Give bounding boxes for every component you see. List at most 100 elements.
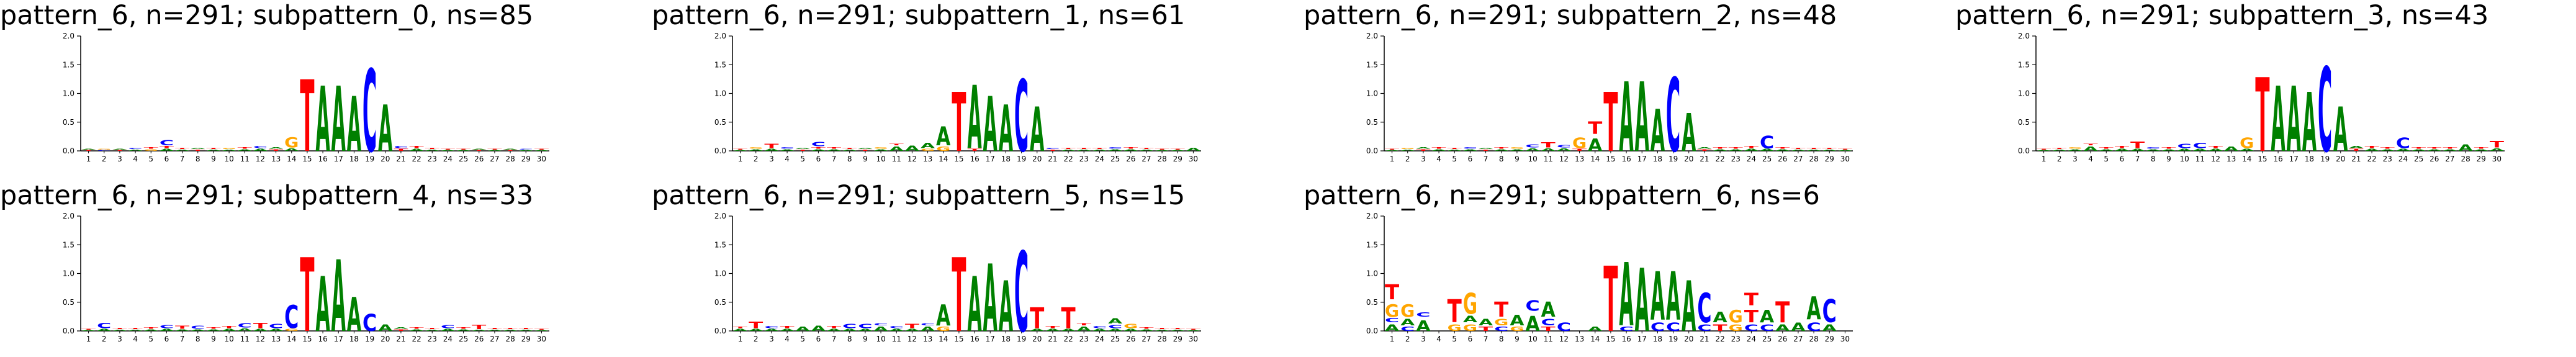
y-tick-label: 2.0 (714, 32, 726, 40)
svg-text:T: T (519, 328, 534, 330)
letter-T-pos-24: T (1744, 289, 1759, 310)
x-tick-label: 4 (133, 155, 138, 163)
svg-text:A: A (796, 148, 811, 150)
letter-A-pos-2: A (1400, 317, 1415, 328)
letter-G-pos-9: G (1510, 147, 1524, 149)
letter-T-pos-5: T (144, 327, 159, 329)
svg-text:C: C (858, 323, 872, 330)
letter-T-pos-11: T (1541, 141, 1556, 149)
svg-text:A: A (1775, 323, 1790, 333)
svg-text:A: A (269, 147, 284, 149)
letter-C-pos-4: C (128, 148, 143, 150)
letter-T-pos-9: T (2161, 147, 2176, 149)
x-tick-label: 14 (287, 155, 296, 163)
x-tick-label: 2 (2057, 155, 2062, 163)
letter-A-pos-25: A (456, 150, 471, 151)
letter-A-pos-27: A (1139, 329, 1154, 332)
svg-text:A: A (238, 328, 253, 332)
letter-A-pos-27: A (1139, 150, 1154, 151)
x-tick-label: 22 (1063, 155, 1073, 163)
x-tick-label: 25 (459, 155, 468, 163)
panel-title: pattern_6, n=291; subpattern_2, ns=48 (1304, 0, 1837, 31)
x-tick-label: 1 (86, 335, 91, 343)
svg-text:C: C (1092, 325, 1107, 328)
svg-text:G: G (1385, 301, 1399, 322)
svg-text:C: C (160, 138, 174, 147)
letter-A-pos-28: A (503, 148, 518, 150)
x-tick-label: 15 (302, 155, 312, 163)
x-tick-label: 4 (785, 335, 790, 343)
letter-G-pos-6: G (1463, 323, 1477, 333)
svg-text:C: C (1697, 285, 1711, 332)
letter-T-pos-26: T (2427, 147, 2442, 149)
letter-C-pos-25: C (1760, 132, 1774, 153)
svg-text:A: A (206, 329, 221, 332)
svg-text:A: A (1416, 317, 1431, 335)
letter-A-pos-4: A (780, 149, 795, 151)
x-tick-label: 29 (521, 155, 531, 163)
letter-C-pos-6: C (811, 141, 826, 148)
x-tick-label: 11 (892, 155, 901, 163)
x-tick-label: 3 (117, 155, 122, 163)
svg-text:T: T (827, 325, 842, 328)
sequence-logo-chart: 0.00.51.01.52.01 2 3 4 5 6 7 8 9 10 11 12 13 14 15 16 17… (63, 32, 549, 178)
svg-text:A: A (238, 149, 253, 151)
svg-text:T: T (1155, 328, 1170, 330)
x-tick-label: 19 (1017, 155, 1026, 163)
x-tick-label: 25 (2414, 155, 2423, 163)
letter-T-pos-28: T (1155, 328, 1170, 330)
x-tick-label: 21 (1048, 155, 1057, 163)
letter-A-pos-17: A (1635, 63, 1649, 174)
x-tick-label: 3 (1421, 335, 1426, 343)
letter-T-pos-15: T (952, 237, 966, 355)
y-tick-label: 0.5 (2018, 118, 2030, 127)
svg-text:A: A (1588, 326, 1602, 333)
letter-A-pos-6: A (1463, 149, 1478, 151)
letter-T-pos-7: T (175, 148, 190, 150)
x-tick-label: 20 (381, 335, 390, 343)
svg-text:T: T (1479, 326, 1493, 333)
svg-text:T: T (1744, 289, 1759, 310)
svg-text:A: A (410, 148, 425, 151)
x-tick-label: 2 (754, 335, 759, 343)
sequence-logo-chart: 0.00.51.01.52.01 2 3 4 5 6 7 8 9 10 11 12 13 14 15 16 17… (1366, 32, 1853, 175)
svg-text:A: A (921, 326, 935, 333)
x-tick-label: 4 (133, 335, 138, 343)
letter-G-pos-10: G (222, 148, 236, 150)
letter-C-pos-8: C (191, 325, 205, 330)
svg-text:A: A (1697, 147, 1712, 149)
x-tick-label: 9 (1515, 335, 1520, 343)
svg-text:A: A (921, 142, 935, 150)
svg-text:A: A (81, 148, 96, 150)
x-tick-label: 18 (1653, 335, 1662, 343)
letter-A-pos-20: A (378, 92, 392, 166)
svg-text:C: C (1697, 323, 1711, 333)
svg-text:C: C (269, 323, 283, 330)
x-tick-label: 15 (1606, 155, 1615, 163)
letter-A-pos-16: A (2271, 68, 2286, 173)
y-tick-label: 1.5 (63, 60, 74, 69)
x-tick-label: 10 (1528, 155, 1537, 163)
svg-text:G: G (1463, 287, 1477, 321)
x-tick-label: 7 (1484, 155, 1488, 163)
svg-text:G: G (2068, 147, 2082, 149)
svg-text:A: A (749, 149, 763, 151)
letter-A-pos-18: A (2302, 76, 2317, 170)
svg-text:T: T (1077, 148, 1092, 150)
letter-T-pos-30: T (2490, 139, 2505, 150)
letter-A-pos-8: A (1494, 149, 1509, 151)
x-tick-label: 6 (1468, 155, 1473, 163)
svg-text:C: C (2146, 147, 2160, 149)
svg-text:G: G (1400, 148, 1415, 150)
svg-text:G: G (936, 146, 950, 153)
letter-T-pos-28: T (503, 328, 518, 330)
svg-text:T: T (175, 325, 190, 330)
x-tick-label: 4 (1436, 335, 1441, 343)
svg-text:A: A (503, 330, 518, 332)
svg-text:T: T (1744, 307, 1759, 327)
letter-T-pos-1: T (733, 148, 748, 150)
letter-A-pos-23: A (425, 330, 440, 332)
svg-text:T: T (1494, 297, 1508, 322)
letter-C-pos-12: C (1557, 145, 1571, 148)
